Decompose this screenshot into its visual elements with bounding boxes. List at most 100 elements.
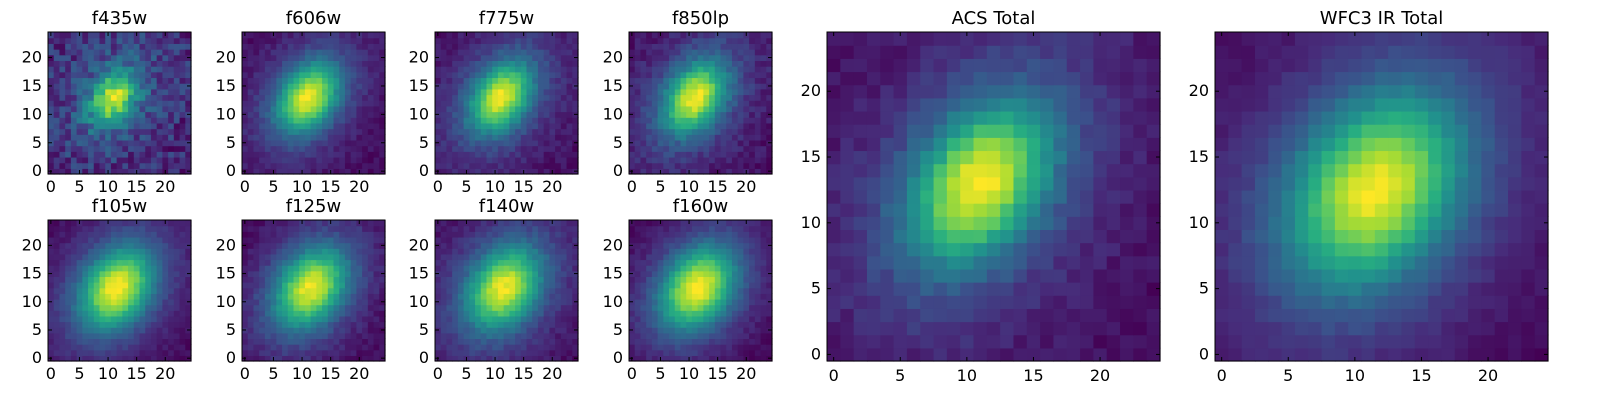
heatmap-cell <box>299 349 306 356</box>
heatmap-cell <box>537 327 545 334</box>
heatmap-cell <box>339 49 346 56</box>
heatmap-cell <box>651 344 659 351</box>
heatmap-cell <box>264 236 272 244</box>
heatmap-cell <box>82 327 89 334</box>
heatmap-cell <box>463 236 470 244</box>
heatmap-cell <box>674 117 682 124</box>
heatmap-cell <box>754 338 762 345</box>
heatmap-cell <box>714 156 722 164</box>
heatmap-cell <box>156 37 163 44</box>
heatmap-cell <box>150 338 158 345</box>
heatmap-cell <box>367 94 375 101</box>
heatmap-cell <box>344 117 352 124</box>
heatmap-cell <box>122 156 129 164</box>
heatmap-cell <box>640 117 647 124</box>
heatmap-cell <box>185 338 192 345</box>
heatmap-cell <box>640 128 647 135</box>
heatmap-cell <box>663 60 670 67</box>
heatmap-cell <box>282 321 289 328</box>
heatmap-cell <box>293 168 300 175</box>
heatmap-cell <box>168 162 175 169</box>
heatmap-cell <box>322 287 329 294</box>
heatmap-cell <box>65 32 72 39</box>
heatmap-cell <box>276 338 283 345</box>
heatmap-cell <box>737 310 744 317</box>
heatmap-cell <box>65 293 72 300</box>
heatmap-cell <box>440 162 448 169</box>
heatmap-cell <box>53 236 61 244</box>
heatmap-cell <box>520 231 528 238</box>
heatmap-cell <box>469 122 476 130</box>
heatmap-cell <box>344 236 352 244</box>
heatmap-cell <box>150 310 158 317</box>
heatmap-cell <box>282 122 289 130</box>
heatmap-cell <box>316 151 323 158</box>
heatmap-cell <box>680 270 687 277</box>
heatmap-cell <box>93 32 101 39</box>
heatmap-cell <box>731 293 739 300</box>
heatmap-cell <box>333 355 340 362</box>
heatmap-cell <box>469 236 476 244</box>
heatmap-cell <box>59 134 66 141</box>
heatmap-cell <box>572 259 579 266</box>
x-tick-label: 0 <box>433 177 443 196</box>
heatmap-cell <box>270 310 277 317</box>
heatmap-cell <box>48 100 55 107</box>
heatmap-cell <box>686 71 693 79</box>
heatmap-cell <box>703 94 710 101</box>
heatmap-cell <box>549 327 556 334</box>
heatmap-cell <box>486 276 493 283</box>
heatmap-cell <box>128 122 135 130</box>
heatmap-cell <box>760 298 767 306</box>
heatmap-cell <box>714 83 722 90</box>
heatmap-cell <box>99 151 106 158</box>
heatmap-cell <box>532 298 539 306</box>
heatmap-cell <box>105 100 112 107</box>
heatmap-cell <box>99 236 106 244</box>
heatmap-cell <box>634 298 642 306</box>
heatmap-cell <box>446 71 453 79</box>
heatmap-cell <box>543 105 550 113</box>
heatmap-cell <box>446 32 453 39</box>
heatmap-cell <box>537 338 545 345</box>
heatmap-cell <box>452 168 459 175</box>
heatmap-cell <box>264 122 272 130</box>
heatmap-cell <box>310 355 317 362</box>
heatmap-cell <box>105 259 112 266</box>
heatmap-cell <box>435 43 442 50</box>
heatmap-cell <box>356 105 363 113</box>
heatmap-cell <box>339 225 346 232</box>
heatmap-cell <box>133 66 141 73</box>
heatmap-cell <box>709 122 716 130</box>
heatmap-cell <box>59 94 66 101</box>
heatmap-cell <box>270 43 277 50</box>
x-tick-label: 5 <box>268 364 278 383</box>
heatmap-cell <box>640 145 647 152</box>
heatmap-cell <box>503 315 510 323</box>
heatmap-cell <box>65 355 72 362</box>
heatmap-cell <box>497 332 505 340</box>
heatmap-cell <box>162 117 169 124</box>
heatmap-cell <box>133 134 141 141</box>
heatmap-cell <box>53 151 61 158</box>
heatmap-cell <box>116 49 123 56</box>
heatmap-cell <box>179 270 186 277</box>
heatmap-cell <box>327 49 335 56</box>
heatmap-cell <box>373 145 380 152</box>
heatmap-cell <box>726 71 733 79</box>
heatmap-cell <box>99 332 106 340</box>
heatmap-cell <box>145 265 152 272</box>
heatmap-cell <box>469 49 476 56</box>
heatmap-cell <box>145 315 152 323</box>
heatmap-cell <box>93 128 101 135</box>
heatmap-cell <box>179 117 186 124</box>
heatmap-cell <box>691 162 699 169</box>
heatmap-cell <box>304 220 312 227</box>
heatmap-cell <box>362 100 369 107</box>
heatmap-cell <box>88 37 95 44</box>
heatmap-cell <box>703 77 710 84</box>
heatmap-cell <box>53 49 61 56</box>
heatmap-cell <box>168 276 175 283</box>
heatmap-cell <box>247 105 255 113</box>
heatmap-cell <box>76 156 83 164</box>
